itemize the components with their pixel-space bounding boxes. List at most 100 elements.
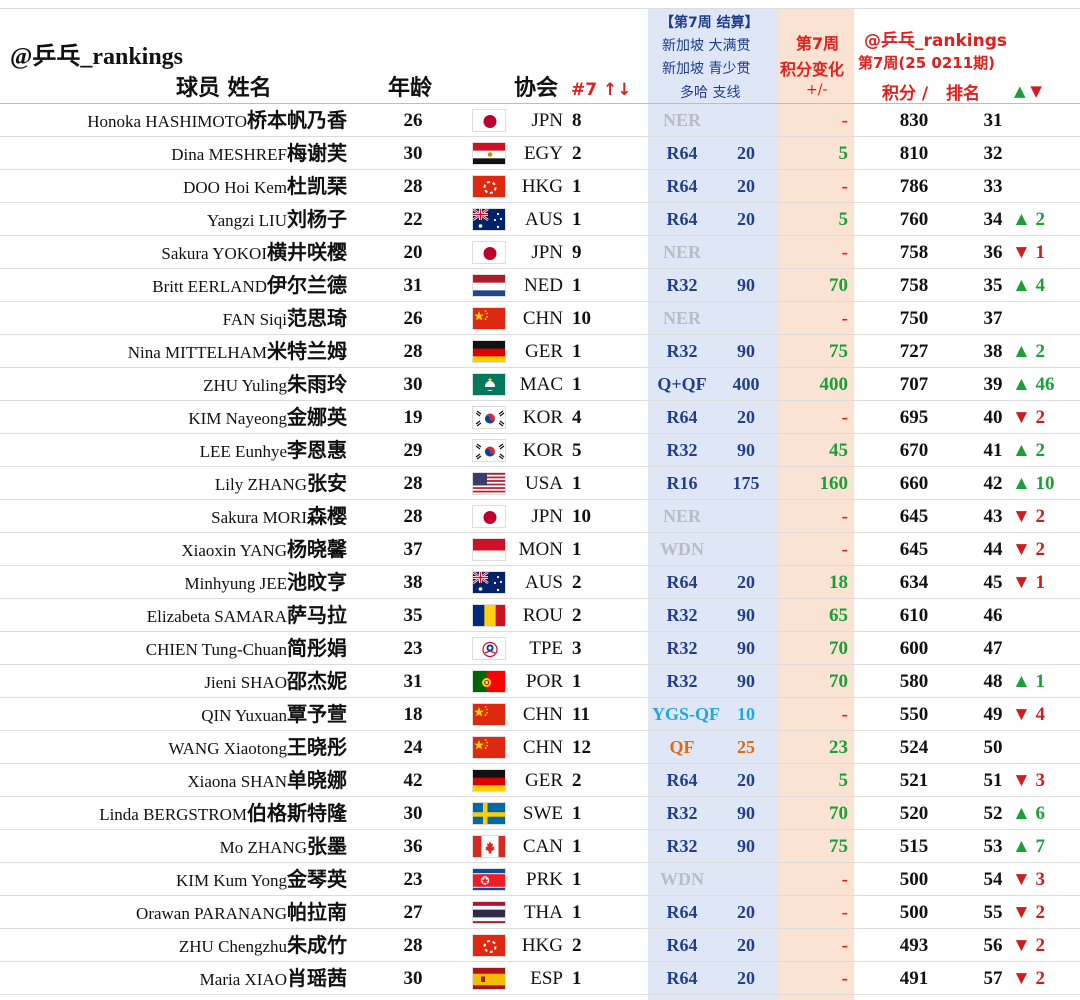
player-name-en: DOO Hoi Kem [183, 178, 287, 197]
ranking-position: 44 [983, 539, 1003, 560]
association-rank: 1 [572, 836, 582, 857]
table-row: Xiaona SHAN单晓娜 42 GER 2 R64 20 5 521 51 … [0, 764, 1080, 797]
ranking-position: 37 [983, 308, 1003, 329]
player-age: 26 [403, 110, 423, 131]
ranking-position: 36 [983, 242, 1003, 263]
association-rank: 1 [572, 275, 582, 296]
association-code: USA [524, 473, 563, 494]
ranking-points: 645 [899, 539, 929, 560]
event-points: 90 [737, 638, 755, 658]
row-divider [0, 928, 1080, 929]
header-age: 年龄 [388, 76, 433, 101]
player-name: Linda BERGSTROM伯格斯特隆 [99, 797, 347, 830]
ger-flag-icon [472, 769, 506, 792]
egy-flag-icon [472, 142, 506, 165]
event-stage: NER [662, 242, 701, 262]
kor-flag-icon [472, 406, 506, 429]
player-name-cn: 萨马拉 [287, 603, 347, 627]
player-name-en: Maria XIAO [199, 970, 287, 989]
player-name-en: CHIEN Tung-Chuan [145, 640, 287, 659]
player-name: Mo ZHANG张墨 [220, 830, 347, 863]
player-name-en: Yangzi LIU [207, 211, 287, 230]
aus-flag-icon [472, 571, 506, 594]
kor-flag-icon [472, 439, 506, 462]
rank-movement: ▲ 4 [1012, 275, 1046, 296]
association-rank: 1 [572, 869, 582, 890]
table-row: ZHU Yuling朱雨玲 30 MAC 1 Q+QF 400 400 707 … [0, 368, 1080, 401]
sort-toggle[interactable]: #7 ↑↓ [571, 80, 632, 100]
points-change: - [841, 407, 848, 428]
ranking-position: 38 [983, 341, 1003, 362]
player-name: Sakura YOKOI横井咲樱 [161, 236, 347, 269]
player-name: Britt EERLAND伊尔兰德 [152, 269, 347, 302]
header-rank-line2: 第7周(25 0211期) [858, 54, 995, 72]
rank-movement: ▼ 3 [1012, 770, 1046, 791]
player-name: KIM Kum Yong金琴英 [176, 863, 347, 896]
player-name-en: KIM Nayeong [188, 409, 287, 428]
chn-flag-icon [472, 736, 506, 759]
header-event-line1: 【第7周 结算】 [660, 15, 759, 31]
table-row: Xiaoxin YANG杨晓馨 37 MON 1 WDN - 645 44 ▼ … [0, 533, 1080, 566]
row-divider [0, 433, 1080, 434]
association-rank: 10 [572, 506, 591, 527]
player-age: 30 [403, 968, 423, 989]
ranking-position: 56 [983, 935, 1003, 956]
event-stage: WDN [660, 539, 704, 559]
rank-movement [1012, 632, 1076, 665]
table-row: Jieni SHAO邵杰妮 31 POR 1 R32 90 70 580 48 … [0, 665, 1080, 698]
ranking-position: 52 [983, 803, 1003, 824]
event-points [726, 500, 766, 533]
player-name-en: Honoka HASHIMOTO [87, 112, 247, 131]
event-points: 20 [737, 176, 755, 196]
event-stage: R64 [666, 935, 698, 955]
event-points: 400 [732, 374, 760, 394]
row-divider [0, 466, 1080, 467]
player-name-cn: 桥本帆乃香 [247, 108, 347, 132]
row-divider [0, 598, 1080, 599]
ranking-points: 760 [899, 209, 929, 230]
player-name-en: Xiaoxin YANG [181, 541, 287, 560]
rank-movement [1012, 302, 1076, 335]
points-change: 75 [829, 341, 848, 362]
ranking-points: 500 [899, 902, 929, 923]
player-name-en: Mo ZHANG [219, 838, 307, 857]
ranking-position: 45 [983, 572, 1003, 593]
event-stage: R64 [666, 572, 698, 592]
aus-flag-icon [472, 208, 506, 231]
ranking-position: 55 [983, 902, 1003, 923]
header-points: 积分 / [882, 84, 929, 104]
rank-movement: ▼ 2 [1012, 935, 1046, 956]
event-stage: Q+QF [657, 374, 707, 394]
por-flag-icon [472, 670, 506, 693]
player-name-en: Xiaona SHAN [187, 772, 287, 791]
player-name-cn: 杜凯琹 [287, 174, 347, 198]
rank-movement: ▼ 2 [1012, 902, 1046, 923]
event-stage: R32 [666, 275, 698, 295]
player-name-cn: 朱雨玲 [287, 372, 347, 396]
player-name: Lily ZHANG张安 [215, 467, 347, 500]
ranking-points: 550 [899, 704, 929, 725]
ranking-position: 43 [983, 506, 1003, 527]
rank-movement: ▲ 2 [1012, 440, 1046, 461]
player-age: 23 [403, 638, 423, 659]
event-stage: R32 [666, 440, 698, 460]
rou-flag-icon [472, 604, 506, 627]
row-divider [0, 499, 1080, 500]
table-row: Sakura YOKOI横井咲樱 20 JPN 9 NER - 758 36 ▼… [0, 236, 1080, 269]
ranking-points: 810 [899, 143, 929, 164]
event-points: 20 [737, 935, 755, 955]
event-points: 90 [737, 440, 755, 460]
row-divider [0, 400, 1080, 401]
rank-movement: ▼ 2 [1012, 506, 1046, 527]
header-association[interactable]: 协会 [514, 76, 559, 101]
association-rank: 3 [572, 638, 582, 659]
association-code: MAC [519, 374, 563, 395]
player-name: Jieni SHAO邵杰妮 [204, 665, 347, 698]
player-name-en: Jieni SHAO [204, 673, 287, 692]
association-code: TPE [529, 638, 563, 659]
association-code: HKG [521, 176, 563, 197]
player-age: 27 [403, 902, 423, 923]
association-rank: 2 [572, 572, 582, 593]
rank-movement [1012, 731, 1076, 764]
ranking-position: 31 [983, 110, 1003, 131]
